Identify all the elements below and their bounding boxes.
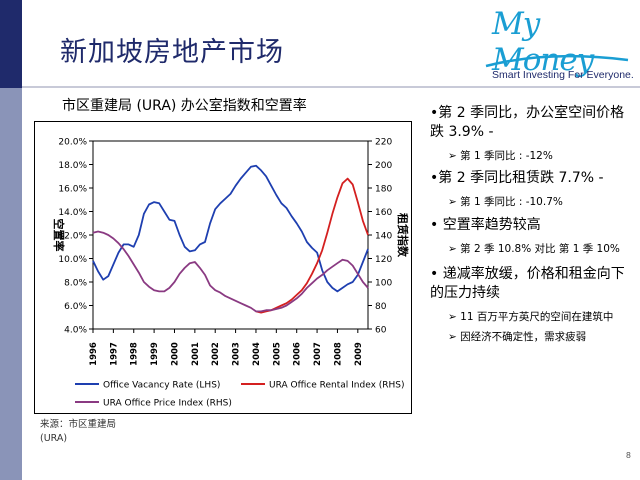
series-line-2 bbox=[92, 230, 369, 313]
x-tick-label: 2001 bbox=[191, 342, 201, 366]
y2-tick-label: 180 bbox=[375, 185, 392, 195]
series-line-1 bbox=[255, 177, 369, 314]
x-tick-label: 2004 bbox=[252, 342, 262, 366]
bullet-text: 第 2 季 10.8% 对比 第 1 季 10% bbox=[460, 243, 620, 255]
y-tick-label: 16.0% bbox=[58, 185, 87, 195]
x-tick-label: 2007 bbox=[313, 342, 323, 366]
legend-label: URA Office Price Index (RHS) bbox=[103, 399, 232, 409]
office-index-chart: 4.0% 6.0% 8.0% 10.0% 12.0% 14.0% 16.0% 18.0% 20.… bbox=[52, 138, 410, 409]
source-note: 来源：市区重建局 (URA) bbox=[40, 418, 116, 446]
bullet-text: • 递减率放缓，价格和租金向下的压力持续 bbox=[430, 266, 625, 301]
bullet-item: •第 2 季同比租赁跌 7.7% - bbox=[430, 169, 635, 188]
x-tick-label: 1997 bbox=[109, 342, 119, 366]
y-axis-label: 空置率 bbox=[52, 219, 66, 252]
y-tick-label: 14.0% bbox=[58, 208, 87, 218]
y2-tick-label: 60 bbox=[375, 326, 387, 336]
logo-wordmark: My Money bbox=[492, 6, 594, 78]
y2-tick-label: 140 bbox=[375, 232, 392, 242]
y-tick-label: 12.0% bbox=[58, 232, 87, 242]
logo-tagline: Smart Investing For Everyone. bbox=[492, 69, 634, 81]
y2-tick-label: 80 bbox=[375, 302, 387, 312]
bullet-text: • 空置率趋势较高 bbox=[430, 217, 541, 233]
y2-tick-label: 220 bbox=[375, 138, 392, 148]
x-tick-label: 2006 bbox=[293, 342, 303, 366]
side-bar-light bbox=[0, 88, 22, 480]
side-bar-dark bbox=[0, 0, 22, 88]
x-tick-label: 2009 bbox=[354, 342, 364, 366]
arrow-bullet-icon: ➢ bbox=[448, 243, 461, 255]
bullet-text: 第 1 季同比 : -10.7% bbox=[460, 196, 563, 208]
y2-tick-label: 100 bbox=[375, 279, 392, 289]
x-tick-label: 2003 bbox=[232, 342, 242, 366]
x-tick-label: 1998 bbox=[130, 342, 140, 366]
title-divider bbox=[22, 86, 640, 88]
y2-tick-label: 200 bbox=[375, 161, 392, 171]
y2-tick-label: 120 bbox=[375, 255, 392, 265]
x-tick-label: 2002 bbox=[211, 342, 221, 366]
y-tick-label: 10.0% bbox=[58, 255, 87, 265]
x-tick-label: 2005 bbox=[272, 342, 282, 366]
slide-title: 新加坡房地产市场 bbox=[60, 37, 284, 68]
bullet-text: 第 1 季同比 : -12% bbox=[460, 150, 553, 162]
bullet-item: •第 2 季同比，办公室空间价格跌 3.9% - bbox=[430, 104, 635, 142]
my-money-logo: My Money Smart Investing For Everyone. bbox=[478, 6, 638, 86]
sub-bullet-item: ➢ 11 百万平方英尺的空间在建筑中 bbox=[430, 309, 635, 325]
y2-axis-label: 租赁指数 bbox=[396, 213, 410, 258]
x-tick-label: 2008 bbox=[333, 342, 343, 366]
bullet-text: •第 2 季同比租赁跌 7.7% - bbox=[430, 170, 604, 186]
bullet-text: •第 2 季同比，办公室空间价格跌 3.9% - bbox=[430, 105, 625, 140]
y-tick-label: 4.0% bbox=[64, 326, 87, 336]
page-number: 8 bbox=[625, 451, 631, 460]
chart-title: 市区重建局 (URA) 办公室指数和空置率 bbox=[62, 98, 307, 114]
x-tick-label: 2000 bbox=[170, 342, 180, 366]
y-tick-label: 8.0% bbox=[64, 279, 87, 289]
x-tick-label: 1999 bbox=[150, 342, 160, 366]
legend-label: URA Office Rental Index (RHS) bbox=[269, 381, 405, 391]
arrow-bullet-icon: ➢ bbox=[448, 150, 461, 162]
legend-label: Office Vacancy Rate (LHS) bbox=[103, 381, 220, 391]
arrow-bullet-icon: ➢ bbox=[448, 331, 461, 343]
series-line-0 bbox=[92, 164, 369, 293]
bullet-list: •第 2 季同比，办公室空间价格跌 3.9% - ➢ 第 1 季同比 : -12%… bbox=[430, 104, 635, 345]
bullet-text: 11 百万平方英尺的空间在建筑中 bbox=[460, 311, 614, 323]
y-tick-label: 18.0% bbox=[58, 161, 87, 171]
arrow-bullet-icon: ➢ bbox=[448, 311, 461, 323]
y-tick-label: 20.0% bbox=[58, 138, 87, 148]
sub-bullet-item: ➢ 因经济不确定性，需求疲弱 bbox=[430, 329, 635, 345]
y2-tick-label: 160 bbox=[375, 208, 392, 218]
bullet-item: • 递减率放缓，价格和租金向下的压力持续 bbox=[430, 265, 635, 303]
sub-bullet-item: ➢ 第 2 季 10.8% 对比 第 1 季 10% bbox=[430, 241, 635, 257]
sub-bullet-item: ➢ 第 1 季同比 : -12% bbox=[430, 148, 635, 164]
bullet-text: 因经济不确定性，需求疲弱 bbox=[460, 331, 587, 343]
y-tick-label: 6.0% bbox=[64, 302, 87, 312]
arrow-bullet-icon: ➢ bbox=[448, 196, 461, 208]
chart-container: 4.0% 6.0% 8.0% 10.0% 12.0% 14.0% 16.0% 18.0% 20.… bbox=[34, 121, 412, 414]
x-tick-label: 1996 bbox=[89, 342, 99, 366]
source-line-1: 来源：市区重建局 bbox=[40, 419, 117, 430]
sub-bullet-item: ➢ 第 1 季同比 : -10.7% bbox=[430, 194, 635, 210]
logo-swoosh-icon bbox=[485, 54, 629, 68]
bullet-item: • 空置率趋势较高 bbox=[430, 216, 635, 235]
source-line-2: (URA) bbox=[40, 433, 68, 444]
